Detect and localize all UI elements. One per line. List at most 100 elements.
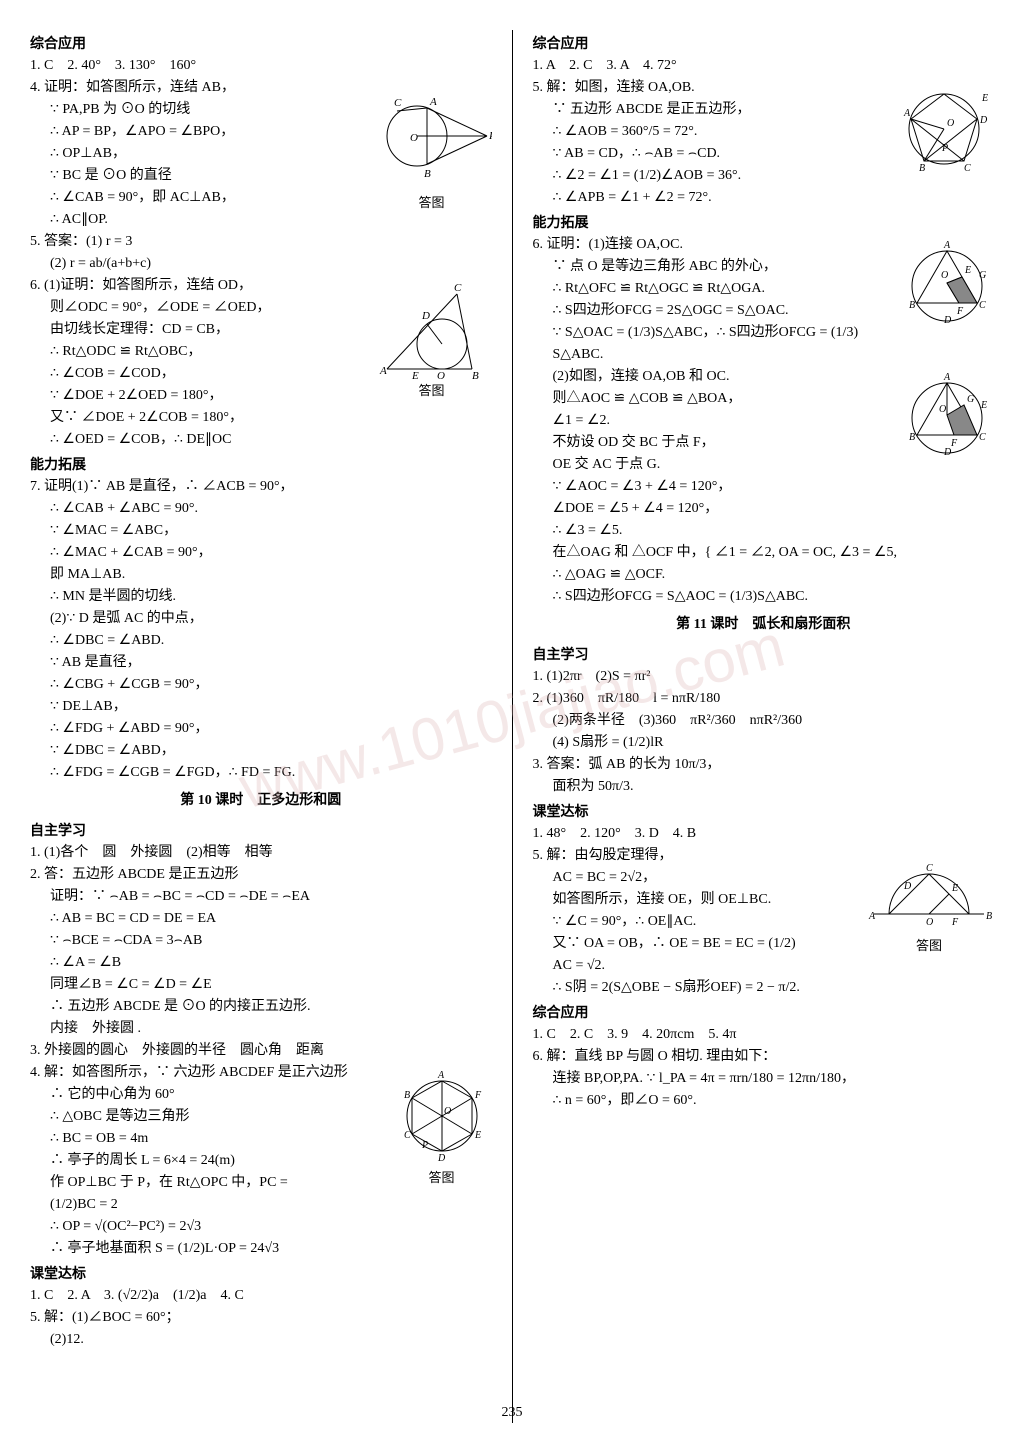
svg-text:F: F — [951, 917, 959, 928]
svg-text:O: O — [939, 404, 946, 415]
figure-triangle-2: A E C B O F G D — [899, 370, 994, 460]
figure-triangle-1: A G C B O F E D — [899, 238, 994, 328]
text-line: ∴ ∠OED = ∠COB，∴ DE∥OC — [30, 429, 492, 450]
text-line: ∵ ⌢BCE = ⌢CDA = 3⌢AB — [30, 930, 492, 951]
problem-block: A E C B O F G D (2)如图，连接 OA,OB 和 OC. 则△A… — [533, 366, 995, 608]
figure-semicircle: A B C D E O F 答图 — [864, 849, 994, 956]
svg-text:B: B — [424, 168, 431, 180]
text-line: (4) S扇形 = (1/2)lR — [533, 732, 995, 753]
svg-text:C: C — [979, 432, 986, 443]
text-line: ∴ S阴 = 2(S△OBE − S扇形OEF) = 2 − π/2. — [533, 977, 995, 998]
text-line: AC = √2. — [533, 955, 995, 976]
svg-text:P: P — [421, 1140, 428, 1151]
figure-3: A F E D C B O P 答图 — [392, 1066, 492, 1188]
text-line: ∵ ∠AOC = ∠3 + ∠4 = 120°， — [533, 476, 995, 497]
text-line: 3. 外接圆的圆心 外接圆的半径 圆心角 距离 — [30, 1040, 492, 1061]
svg-text:E: E — [981, 93, 988, 104]
text-line: (2)两条半径 (3)360 πR²/360 nπR²/360 — [533, 710, 995, 731]
equilateral-triangle-diagram-2: A E C B O F G D — [899, 370, 994, 460]
text-line: 1. C 2. A 3. (√2/2)a (1/2)a 4. C — [30, 1285, 492, 1306]
svg-text:F: F — [474, 1090, 482, 1101]
svg-text:C: C — [964, 163, 971, 174]
figure-caption: 答图 — [392, 1168, 492, 1188]
svg-text:A: A — [868, 911, 876, 922]
section-header: 综合应用 — [533, 1003, 995, 1024]
text-line: 证明：∵ ⌢AB = ⌢BC = ⌢CD = ⌢DE = ⌢EA — [30, 886, 492, 907]
svg-text:D: D — [421, 310, 430, 322]
svg-text:E: E — [964, 265, 971, 276]
text-line: 内接 外接圆 . — [30, 1018, 492, 1039]
svg-text:E: E — [980, 400, 987, 411]
svg-text:B: B — [986, 911, 992, 922]
svg-text:A: A — [943, 372, 951, 383]
text-line: ∵ AB 是直径， — [30, 652, 492, 673]
svg-text:A: A — [903, 108, 911, 119]
text-line: ∠DOE = ∠5 + ∠4 = 120°， — [533, 498, 995, 519]
text-line: 1. (1)2πr (2)S = πr² — [533, 666, 995, 687]
page-number: 235 — [502, 1402, 523, 1423]
text-line: (1/2)BC = 2 — [30, 1194, 492, 1215]
svg-text:E: E — [411, 370, 419, 379]
problem-block: C D A E O B 答图 6. (1)证明：如答图所示，连结 OD， 则∠O… — [30, 275, 492, 451]
text-line: ∴ ∠CBG + ∠CGB = 90°， — [30, 674, 492, 695]
text-line: 1. (1)各个 圆 外接圆 (2)相等 相等 — [30, 842, 492, 863]
triangle-circle-diagram: C D A E O B — [372, 279, 492, 379]
problem-block: A B C D E O F 答图 5. 解：由勾股定理得， AC = BC = … — [533, 845, 995, 999]
svg-text:O: O — [410, 132, 418, 144]
text-line: ∴ ∠FDG = ∠CGB = ∠FGD，∴ FD = FG. — [30, 762, 492, 783]
text-line: 5. 答案：(1) r = 3 — [30, 231, 492, 252]
page-container: 综合应用 1. C 2. 40° 3. 130° 160° C A O P B … — [30, 30, 994, 1423]
svg-text:C: C — [404, 1130, 411, 1141]
section-header: 课堂达标 — [533, 802, 995, 823]
text-line: ∴ ∠CAB + ∠ABC = 90°. — [30, 498, 492, 519]
text-line: 面积为 50π/3. — [533, 776, 995, 797]
section-header: 自主学习 — [30, 821, 492, 842]
section-header: 综合应用 — [533, 34, 995, 55]
section-header: 综合应用 — [30, 34, 492, 55]
svg-text:B: B — [472, 370, 479, 379]
svg-text:C: C — [394, 97, 402, 109]
text-line: ∴ ∠FDG + ∠ABD = 90°， — [30, 718, 492, 739]
svg-text:B: B — [909, 300, 915, 311]
svg-text:A: A — [379, 365, 387, 377]
svg-text:G: G — [979, 270, 986, 281]
text-line: ∴ OP = √(OC²−PC²) = 2√3 — [30, 1216, 492, 1237]
svg-text:B: B — [909, 432, 915, 443]
svg-text:A: A — [943, 240, 951, 251]
text-line: 即 MA⊥AB. — [30, 564, 492, 585]
svg-text:D: D — [903, 881, 912, 892]
text-line: 6. 解：直线 BP 与圆 O 相切. 理由如下： — [533, 1046, 995, 1067]
text-line: ∵ DE⊥AB， — [30, 696, 492, 717]
svg-text:C: C — [454, 282, 462, 294]
svg-text:E: E — [951, 883, 958, 894]
text-line: 同理∠B = ∠C = ∠D = ∠E — [30, 974, 492, 995]
svg-text:P: P — [941, 143, 948, 154]
figure-caption: 答图 — [372, 381, 492, 401]
svg-text:P: P — [488, 130, 492, 142]
text-line: ∴ n = 60°，即∠O = 60°. — [533, 1090, 995, 1111]
svg-text:A: A — [429, 96, 437, 108]
svg-text:C: C — [979, 300, 986, 311]
svg-text:B: B — [919, 163, 925, 174]
column-divider — [512, 30, 513, 1423]
svg-text:D: D — [437, 1153, 446, 1164]
problem-block: E D A B C O P 5. 解：如图，连接 OA,OB. ∵ 五边形 AB… — [533, 77, 995, 209]
circle-tangent-diagram: C A O P B — [372, 81, 492, 191]
text-line: ∵ ∠DBC = ∠ABD， — [30, 740, 492, 761]
figure-pentagon: E D A B C O P — [894, 81, 994, 176]
hexagon-diagram: A F E D C B O P — [392, 1066, 492, 1166]
figure-1: C A O P B 答图 — [372, 81, 492, 213]
svg-text:O: O — [926, 917, 933, 928]
text-line: ∴ ∠MAC + ∠CAB = 90°， — [30, 542, 492, 563]
text-line: 2. 答：五边形 ABCDE 是正五边形 — [30, 864, 492, 885]
text-line: 1. C 2. C 3. 9 4. 20πcm 5. 4π — [533, 1024, 995, 1045]
problem-block: A G C B O F E D 6. 证明：(1)连接 OA,OC. ∵ 点 O… — [533, 234, 995, 366]
svg-text:C: C — [926, 863, 933, 874]
text-line: ∴ ∠APB = ∠1 + ∠2 = 72°. — [533, 187, 995, 208]
left-column: 综合应用 1. C 2. 40° 3. 130° 160° C A O P B … — [30, 30, 492, 1423]
text-line: 7. 证明(1)∵ AB 是直径，∴ ∠ACB = 90°， — [30, 476, 492, 497]
text-line: (2)∵ D 是弧 AC 的中点， — [30, 608, 492, 629]
text-line: 在△OAG 和 △OCF 中，{ ∠1 = ∠2, OA = OC, ∠3 = … — [533, 542, 995, 563]
svg-text:E: E — [474, 1130, 481, 1141]
svg-text:D: D — [943, 315, 952, 326]
